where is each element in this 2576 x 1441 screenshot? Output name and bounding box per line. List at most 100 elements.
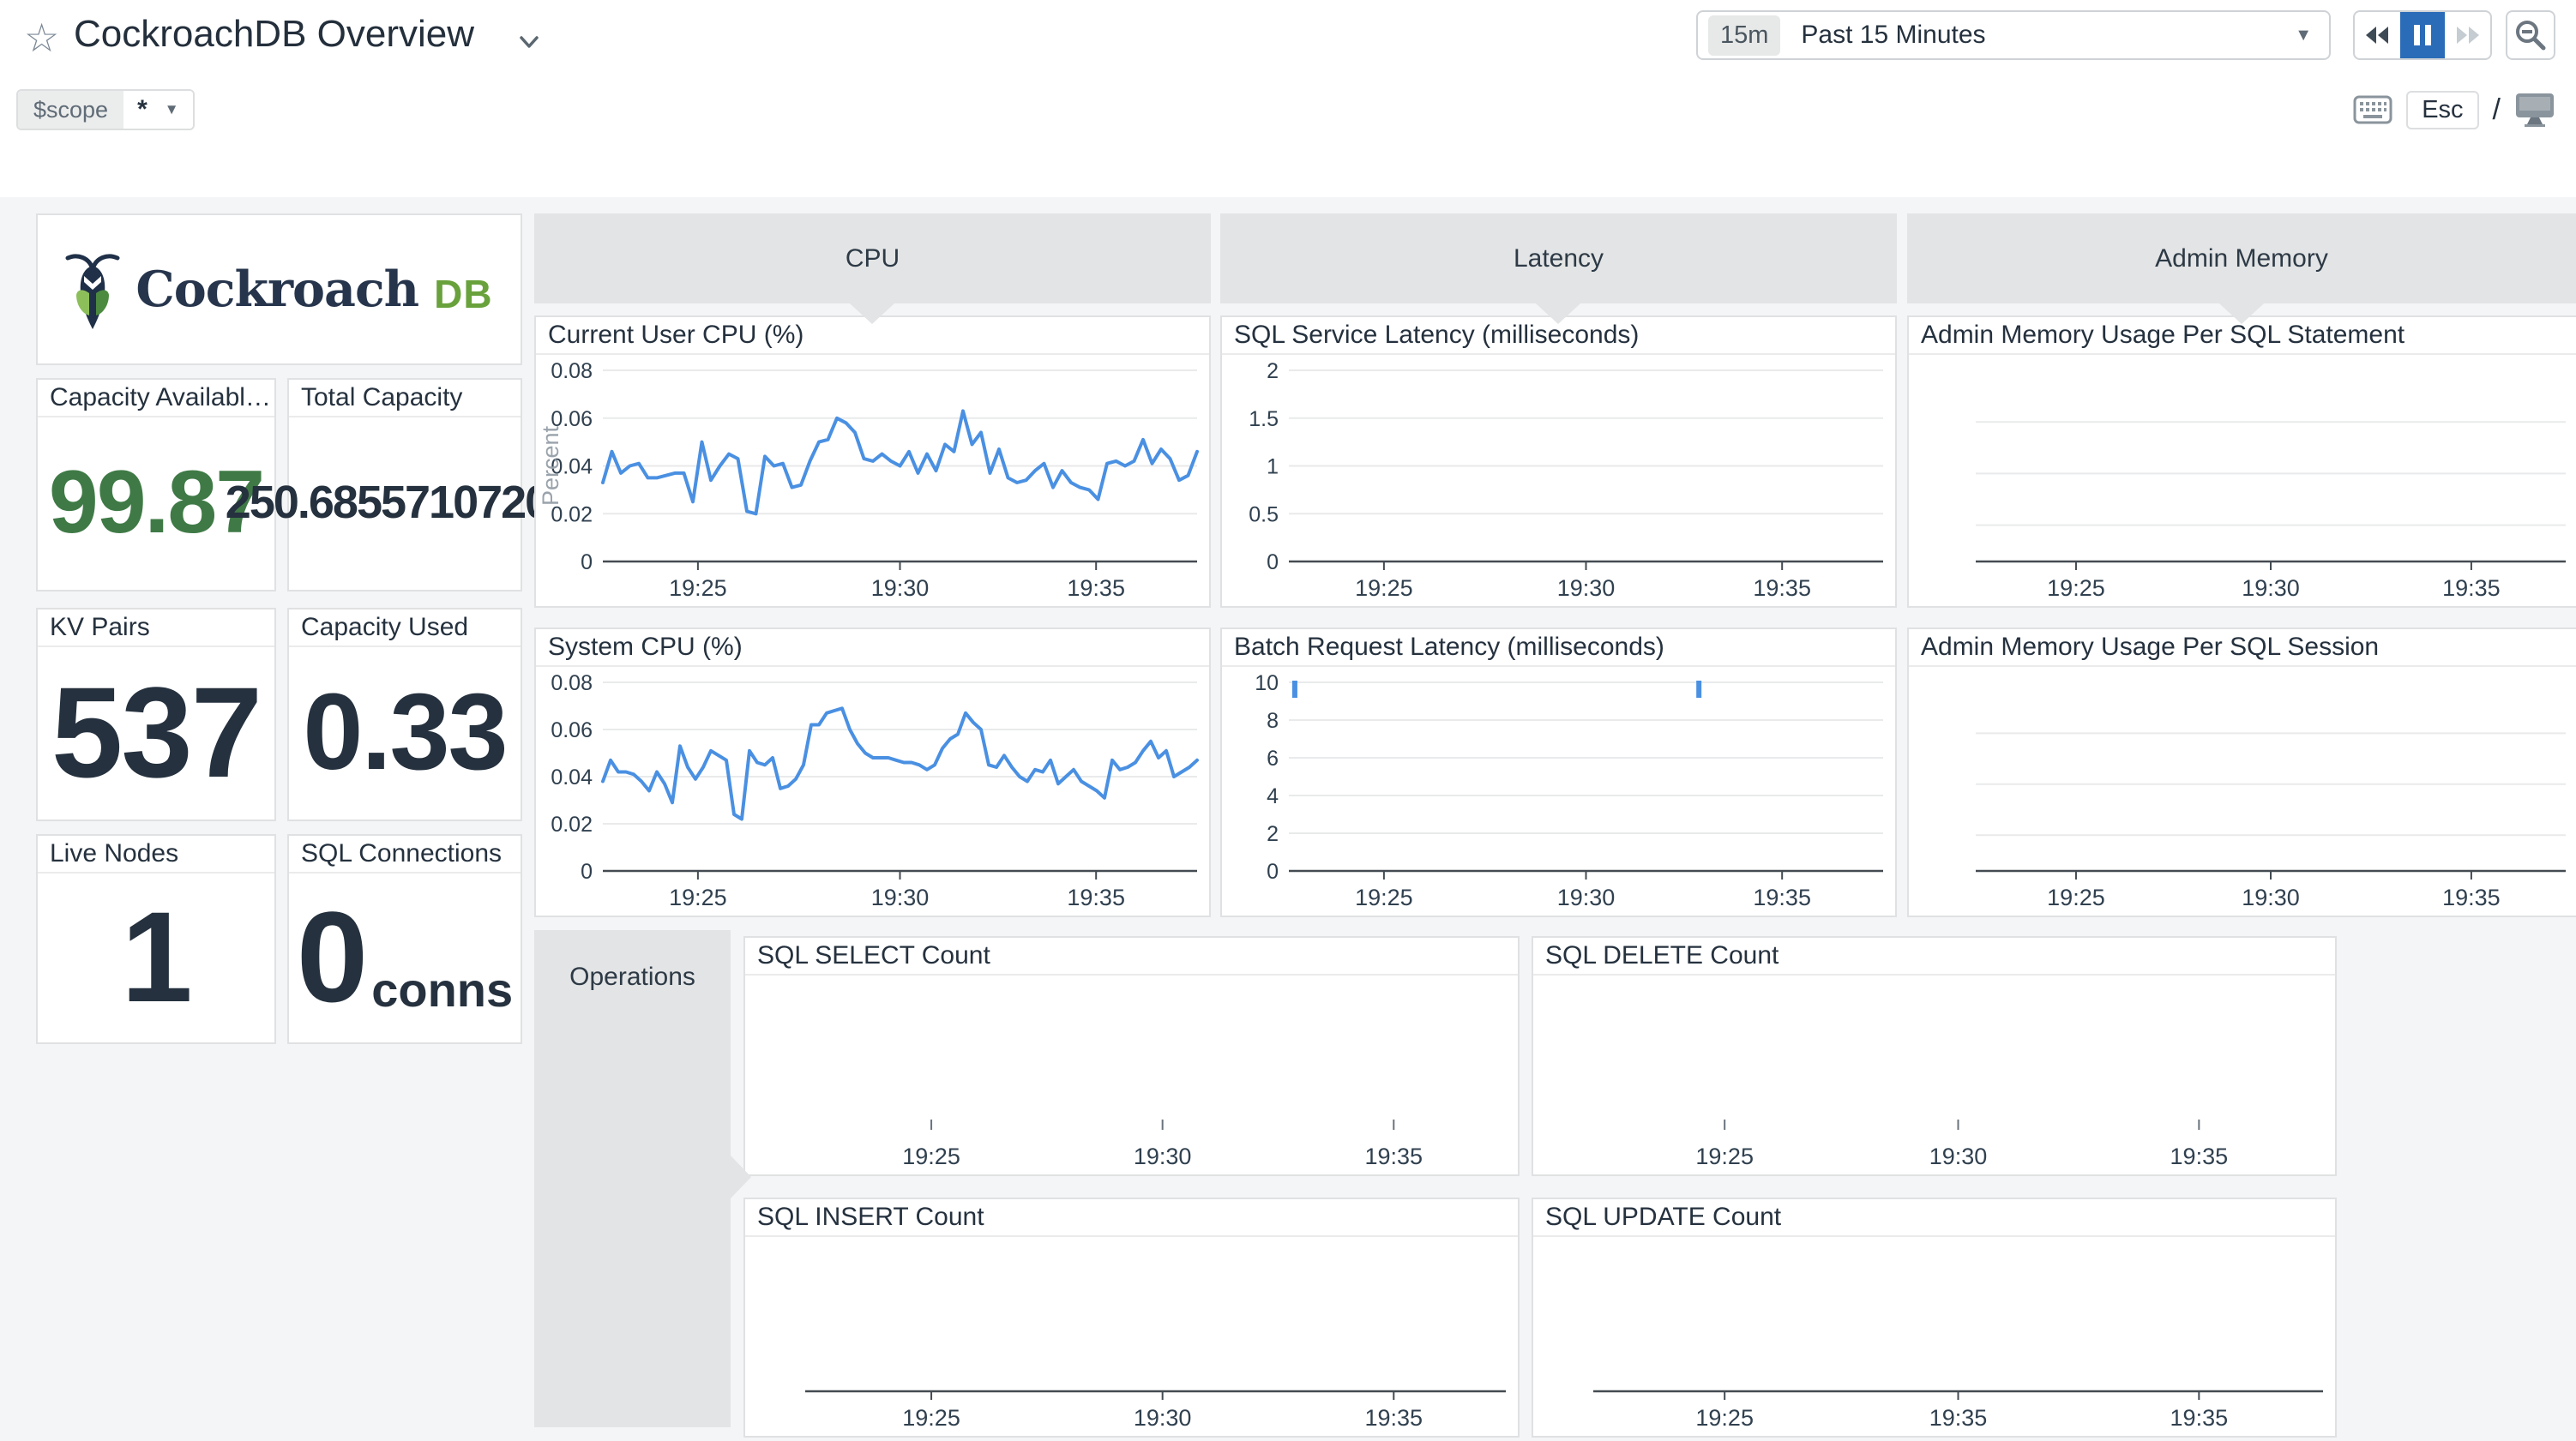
sql-delete-count-chart[interactable]: 19:25 19:30 19:35 [1533, 976, 2335, 1174]
stat-value: 1 [121, 892, 190, 1021]
svg-text:4: 4 [1267, 784, 1279, 808]
stat-panel-total-capacity: Total Capacity 250.6855710720GB [287, 378, 522, 591]
svg-text:19:25: 19:25 [2047, 885, 2105, 910]
svg-text:19:35: 19:35 [1364, 1144, 1423, 1169]
svg-text:19:25: 19:25 [1695, 1405, 1754, 1431]
chart-title: SQL SELECT Count [745, 938, 1518, 976]
current-user-cpu-chart[interactable]: 0.020.040.060.08019:2519:3019:35Percent [536, 355, 1209, 606]
svg-text:19:30: 19:30 [2242, 575, 2300, 601]
admin-memory-statement-chart[interactable]: 19:2519:3019:35 [1909, 355, 2576, 606]
svg-text:19:30: 19:30 [1557, 885, 1616, 910]
batch-request-latency-chart[interactable]: 246810019:2519:3019:35 [1222, 667, 1895, 916]
svg-text:19:30: 19:30 [2242, 885, 2300, 910]
chart-panel-sql-insert-count: SQL INSERT Count 19:2519:3019:35 [743, 1198, 1520, 1438]
fast-forward-button[interactable] [2445, 12, 2490, 58]
tv-mode-icon[interactable] [2514, 92, 2555, 128]
playback-controls [2353, 10, 2492, 60]
group-notch [850, 303, 894, 324]
svg-text:0.02: 0.02 [551, 813, 593, 837]
svg-text:10: 10 [1255, 671, 1279, 695]
admin-memory-session-chart[interactable]: 19:25 19:30 19:35 [1909, 667, 2576, 916]
stat-title: Live Nodes [38, 836, 274, 874]
time-range-badge: 15m [1708, 15, 1780, 56]
sql-service-latency-chart[interactable]: 0.511.52019:2519:3019:35 [1222, 355, 1895, 606]
stat-panel-sql-connections: SQL Connections 0conns [287, 834, 522, 1044]
svg-text:0: 0 [1267, 860, 1279, 884]
zoom-out-button[interactable] [2506, 10, 2555, 60]
shortcut-hints: Esc / [2353, 89, 2555, 130]
scope-variable-select[interactable]: $scope * ▼ [16, 89, 195, 130]
stat-title: Capacity Used [289, 609, 521, 647]
dropdown-caret-icon: ▼ [2295, 26, 2312, 45]
svg-text:0: 0 [581, 550, 593, 574]
logo-db-suffix: DB [434, 271, 492, 317]
chart-panel-sql-update-count: SQL UPDATE Count 19:2519:3519:35 [1532, 1198, 2337, 1438]
stat-title: Total Capacity [289, 380, 521, 417]
svg-text:2: 2 [1267, 359, 1279, 383]
scope-variable-name: $scope [18, 91, 123, 129]
esc-key-button[interactable]: Esc [2406, 91, 2478, 129]
svg-text:19:25: 19:25 [2047, 575, 2105, 601]
stat-title: Capacity Available... [38, 380, 274, 417]
sql-insert-count-chart[interactable]: 19:2519:3019:35 [745, 1237, 1518, 1436]
svg-text:19:25: 19:25 [669, 885, 727, 910]
chart-title: SQL INSERT Count [745, 1199, 1518, 1237]
time-range-select[interactable]: 15m Past 15 Minutes ▼ [1696, 10, 2331, 60]
system-cpu-chart[interactable]: 0.020.040.060.08019:2519:3019:35 [536, 667, 1209, 916]
chart-panel-system-cpu: System CPU (%) 0.020.040.060.08019:2519:… [534, 627, 1211, 917]
svg-text:19:35: 19:35 [2442, 885, 2501, 910]
sql-update-count-chart[interactable]: 19:2519:3519:35 [1533, 1237, 2335, 1436]
chart-title: SQL DELETE Count [1533, 938, 2335, 976]
chevron-down-icon[interactable] [518, 31, 540, 53]
dropdown-caret-icon: ▼ [165, 101, 179, 118]
svg-text:19:35: 19:35 [1067, 575, 1125, 601]
svg-text:0.04: 0.04 [551, 766, 593, 790]
group-header-cpu: CPU [534, 213, 1211, 303]
group-notch [1536, 303, 1580, 324]
svg-text:19:25: 19:25 [902, 1405, 960, 1431]
svg-text:19:30: 19:30 [1557, 575, 1616, 601]
page-title[interactable]: CockroachDB Overview [74, 10, 474, 58]
magnifier-minus-icon [2513, 17, 2549, 53]
chart-title: SQL UPDATE Count [1533, 1199, 2335, 1237]
svg-text:0: 0 [1267, 550, 1279, 574]
keyboard-icon[interactable] [2353, 95, 2392, 124]
svg-text:19:35: 19:35 [1364, 1405, 1423, 1431]
svg-text:19:35: 19:35 [2170, 1144, 2229, 1169]
stat-title: SQL Connections [289, 836, 521, 874]
chart-panel-sql-select-count: SQL SELECT Count 19:2519:3019:35 [743, 936, 1520, 1176]
svg-text:1.5: 1.5 [1249, 407, 1279, 431]
svg-text:19:25: 19:25 [1695, 1144, 1754, 1169]
time-range-label: Past 15 Minutes [1801, 21, 2295, 50]
chart-panel-admin-memory-session: Admin Memory Usage Per SQL Session 19:25… [1907, 627, 2576, 917]
rewind-button[interactable] [2355, 12, 2400, 58]
slash-separator: / [2493, 93, 2501, 127]
svg-text:19:25: 19:25 [1355, 575, 1413, 601]
sql-select-count-chart[interactable]: 19:2519:3019:35 [745, 976, 1518, 1174]
group-notch [729, 1154, 751, 1200]
pause-button[interactable] [2400, 12, 2446, 58]
svg-text:19:35: 19:35 [1067, 885, 1125, 910]
stat-value: 537 [51, 668, 261, 796]
svg-text:19:25: 19:25 [669, 575, 727, 601]
stat-panel-capacity-used: Capacity Used 0.33 [287, 608, 522, 821]
favorite-star-icon[interactable]: ☆ [24, 14, 59, 62]
svg-text:0: 0 [581, 860, 593, 884]
scope-selected-value: * [137, 95, 147, 124]
svg-text:19:35: 19:35 [2170, 1405, 2229, 1431]
svg-text:19:30: 19:30 [1134, 1144, 1192, 1169]
stat-title: KV Pairs [38, 609, 274, 647]
cockroachdb-overview-dashboard: ☆ CockroachDB Overview 15m Past 15 Minut… [0, 0, 2576, 1441]
svg-text:0.08: 0.08 [551, 671, 593, 695]
stat-value: 250.6855710720GB [226, 479, 584, 525]
stat-value: 0.33 [303, 678, 506, 786]
chart-panel-admin-memory-statement: Admin Memory Usage Per SQL Statement 19:… [1907, 315, 2576, 608]
svg-text:19:30: 19:30 [1929, 1144, 1988, 1169]
svg-text:19:30: 19:30 [871, 575, 930, 601]
cockroachdb-logo-panel: Cockroach DB [36, 213, 522, 365]
chart-title: System CPU (%) [536, 629, 1209, 667]
svg-text:0.08: 0.08 [551, 359, 593, 383]
stat-value: 0conns [297, 892, 513, 1021]
stat-panel-kv-pairs: KV Pairs 537 [36, 608, 276, 821]
svg-text:19:35: 19:35 [1753, 885, 1811, 910]
